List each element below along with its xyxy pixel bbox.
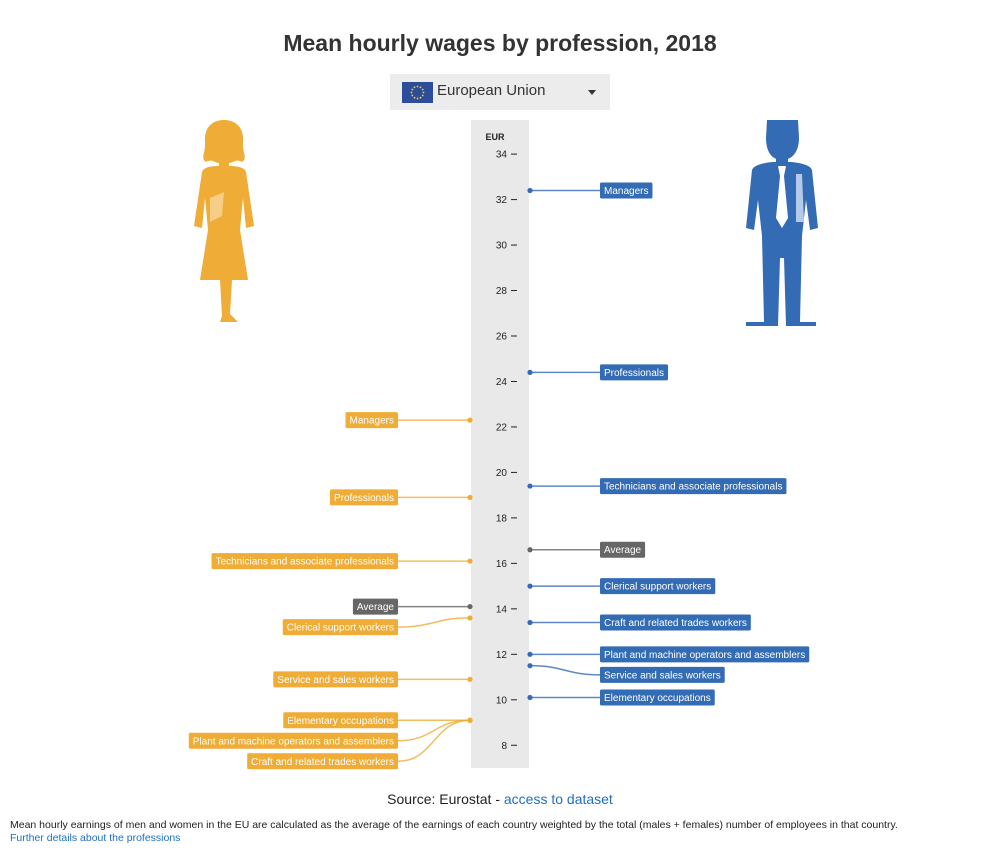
women-average-label: Average — [357, 602, 395, 613]
men-technicians-and-associate-professionals-label: Technicians and associate professionals — [604, 482, 782, 493]
y-tick-label: 12 — [496, 650, 508, 661]
men-managers-label-box[interactable] — [600, 182, 653, 199]
men-plant-and-machine-operators-and-assemblers-label-box[interactable] — [600, 646, 810, 663]
women-plant-and-machine-operators-and-assemblers-label: Plant and machine operators and assemble… — [193, 736, 394, 747]
men-managers-label: Managers — [604, 186, 648, 197]
dataset-link[interactable]: access to dataset — [503, 791, 613, 807]
y-tick-label: 34 — [496, 150, 508, 161]
women-clerical-support-workers-label-box[interactable] — [282, 619, 398, 636]
axis-unit-label: EUR — [485, 132, 505, 142]
men-clerical-support-workers-point[interactable] — [527, 583, 533, 589]
y-tick-label: 24 — [496, 377, 508, 388]
y-tick-label: 32 — [496, 195, 508, 206]
men-elementary-occupations-label: Elementary occupations — [604, 693, 711, 704]
women-managers-point[interactable] — [467, 417, 473, 423]
men-average-label: Average — [604, 545, 642, 556]
women-craft-and-related-trades-workers-leader — [397, 719, 471, 763]
men-craft-and-related-trades-workers-point[interactable] — [527, 619, 533, 626]
men-technicians-and-associate-professionals-point[interactable] — [527, 483, 533, 489]
y-tick-label: 16 — [496, 559, 508, 570]
women-average-point[interactable] — [467, 603, 473, 610]
women-clerical-support-workers-point[interactable] — [467, 615, 473, 621]
women-professionals-label: Professionals — [334, 493, 394, 504]
women-service-and-sales-workers-label-box[interactable] — [273, 671, 398, 688]
women-managers-label-box[interactable] — [345, 412, 398, 429]
women-elementary-occupations-label: Elementary occupations — [287, 716, 394, 727]
women-craft-and-related-trades-workers-label: Craft and related trades workers — [251, 757, 394, 768]
men-clerical-support-workers-label-box[interactable] — [600, 578, 716, 595]
source-prefix: Source: Eurostat - — [387, 791, 504, 807]
selected-country: European Union — [437, 82, 546, 99]
eu-flag-icon — [402, 82, 433, 103]
women-plant-and-machine-operators-and-assemblers-leader — [397, 719, 471, 742]
professions-details-link[interactable]: Further details about the professions — [10, 832, 181, 844]
y-tick-label: 18 — [496, 513, 508, 524]
y-tick-label: 30 — [496, 241, 508, 252]
women-craft-and-related-trades-workers-point[interactable] — [467, 717, 473, 723]
women-service-and-sales-workers-label: Service and sales workers — [277, 675, 394, 686]
women-technicians-and-associate-professionals-point[interactable] — [467, 558, 473, 564]
women-plant-and-machine-operators-and-assemblers-label-box[interactable] — [188, 732, 398, 749]
women-elementary-occupations-label-box[interactable] — [283, 712, 398, 729]
men-service-and-sales-workers-point[interactable] — [527, 663, 533, 669]
women-technicians-and-associate-professionals-label-box[interactable] — [211, 553, 398, 570]
chart-title: Mean hourly wages by profession, 2018 — [283, 30, 717, 56]
women-average-label-box[interactable] — [352, 598, 398, 615]
y-tick-label: 20 — [496, 468, 508, 479]
woman-figure-icon — [194, 120, 254, 322]
source-line: Source: Eurostat - access to dataset — [0, 791, 1000, 807]
y-tick-label: 14 — [496, 604, 508, 615]
men-clerical-support-workers-label: Clerical support workers — [604, 582, 711, 593]
y-tick-label: 22 — [496, 422, 508, 433]
women-clerical-support-workers-label: Clerical support workers — [287, 623, 394, 634]
men-craft-and-related-trades-workers-label-box[interactable] — [600, 614, 751, 631]
men-technicians-and-associate-professionals-label-box[interactable] — [600, 478, 787, 495]
women-series: Managers Professionals Technicians and ass… — [188, 412, 473, 770]
y-tick-label: 26 — [496, 332, 508, 343]
men-elementary-occupations-label-box[interactable] — [600, 689, 715, 706]
y-axis-ticks: 8 10 12 14 16 18 20 22 24 26 28 30 32 34 — [496, 150, 517, 752]
men-service-and-sales-workers-label-box[interactable] — [600, 666, 725, 683]
methodology-note: Mean hourly earnings of men and women in… — [10, 819, 898, 831]
men-series: Managers Professionals Technicians and ass… — [527, 182, 810, 706]
y-tick-label: 10 — [496, 695, 508, 706]
men-professionals-point[interactable] — [527, 369, 533, 375]
men-professionals-label: Professionals — [604, 368, 664, 379]
men-service-and-sales-workers-leader — [529, 664, 601, 676]
women-service-and-sales-workers-point[interactable] — [467, 676, 473, 682]
women-clerical-support-workers-leader — [397, 617, 471, 628]
women-managers-label: Managers — [350, 416, 394, 427]
women-technicians-and-associate-professionals-label: Technicians and associate professionals — [216, 557, 394, 568]
women-professionals-point[interactable] — [467, 494, 473, 501]
men-professionals-label-box[interactable] — [600, 364, 669, 381]
men-managers-point[interactable] — [527, 187, 533, 194]
men-average-label-box[interactable] — [600, 541, 646, 558]
man-figure-icon — [746, 120, 818, 326]
y-tick-label: 8 — [501, 741, 507, 752]
men-elementary-occupations-point[interactable] — [527, 694, 533, 701]
men-service-and-sales-workers-label: Service and sales workers — [604, 670, 721, 681]
women-craft-and-related-trades-workers-label-box[interactable] — [247, 753, 398, 770]
men-plant-and-machine-operators-and-assemblers-label: Plant and machine operators and assemble… — [604, 650, 805, 661]
men-plant-and-machine-operators-and-assemblers-point[interactable] — [527, 651, 533, 657]
men-craft-and-related-trades-workers-label: Craft and related trades workers — [604, 618, 747, 629]
chevron-down-icon — [588, 90, 596, 95]
country-selector[interactable]: European Union — [390, 74, 610, 110]
women-professionals-label-box[interactable] — [329, 489, 398, 506]
men-average-point[interactable] — [527, 547, 533, 553]
y-tick-label: 28 — [496, 286, 508, 297]
axis-band — [471, 120, 529, 768]
